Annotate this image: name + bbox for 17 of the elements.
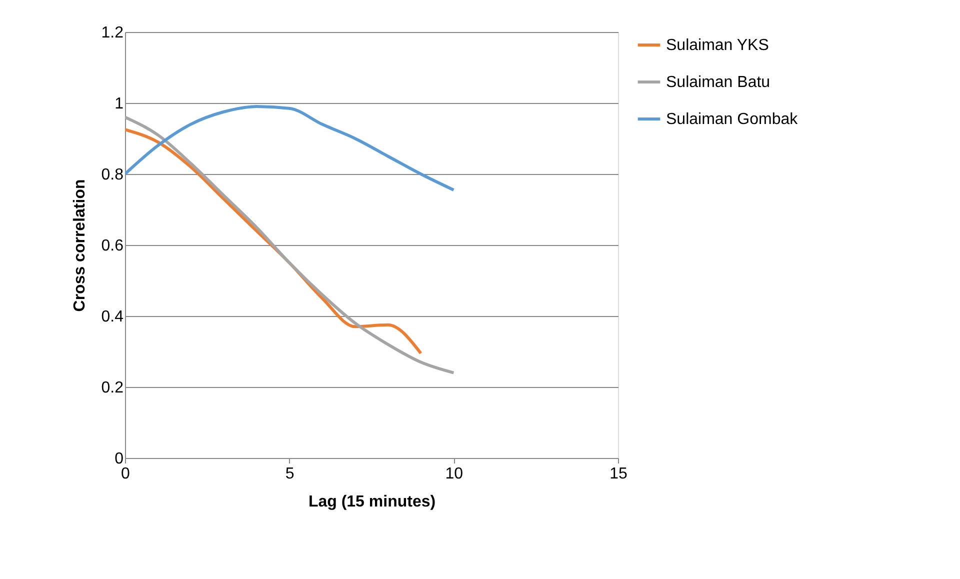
y-tick-label: 0.4	[101, 308, 124, 326]
legend-label: Sulaiman Batu	[666, 74, 770, 91]
line-series	[125, 116, 456, 374]
x-axis-title: Lag (15 minutes)	[308, 494, 436, 510]
y-axis-title: Cross correlation	[71, 179, 88, 312]
legend-label: Sulaiman Gombak	[666, 111, 799, 128]
x-tick-label: 15	[610, 466, 628, 482]
x-tick-label: 5	[285, 466, 294, 482]
legend-label: Sulaiman YKS	[666, 37, 769, 54]
y-tick-label: 0.2	[101, 380, 124, 396]
y-tick-label: 1.2	[101, 24, 124, 42]
y-tick-label: 0.6	[101, 238, 124, 254]
line-series	[125, 105, 456, 192]
y-tick-label: 1	[114, 96, 124, 112]
x-tick-label: 10	[445, 466, 464, 482]
y-tick-label: 0.8	[101, 166, 124, 184]
y-tick-label: 0	[114, 450, 124, 468]
